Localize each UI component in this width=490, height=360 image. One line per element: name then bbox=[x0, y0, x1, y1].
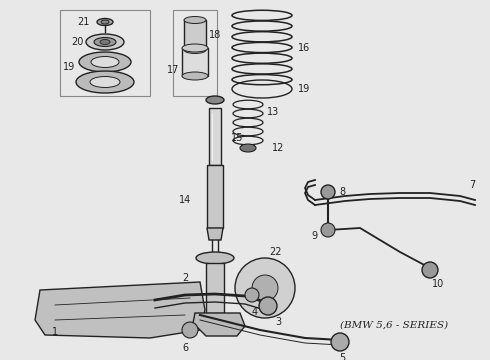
Ellipse shape bbox=[94, 37, 116, 46]
Ellipse shape bbox=[184, 17, 206, 23]
Text: 19: 19 bbox=[298, 84, 310, 94]
Text: 19: 19 bbox=[63, 62, 75, 72]
Text: 17: 17 bbox=[167, 65, 179, 75]
Text: 22: 22 bbox=[269, 247, 281, 257]
Text: 2: 2 bbox=[182, 273, 188, 283]
Bar bbox=[60, 10, 150, 96]
Text: (BMW 5,6 - SERIES): (BMW 5,6 - SERIES) bbox=[340, 320, 448, 329]
Circle shape bbox=[235, 258, 295, 318]
Text: 9: 9 bbox=[311, 231, 317, 241]
Ellipse shape bbox=[90, 77, 120, 87]
Bar bbox=[206, 263, 224, 313]
Text: 14: 14 bbox=[179, 195, 191, 205]
Ellipse shape bbox=[240, 144, 256, 152]
Polygon shape bbox=[207, 228, 223, 240]
Text: 16: 16 bbox=[298, 43, 310, 53]
Ellipse shape bbox=[206, 96, 224, 104]
Text: 13: 13 bbox=[267, 107, 279, 117]
Circle shape bbox=[252, 275, 278, 301]
Text: 3: 3 bbox=[275, 317, 281, 327]
Text: 6: 6 bbox=[182, 343, 188, 353]
Ellipse shape bbox=[100, 40, 110, 45]
Ellipse shape bbox=[91, 57, 119, 68]
Ellipse shape bbox=[196, 252, 234, 264]
Ellipse shape bbox=[182, 72, 208, 80]
Text: 15: 15 bbox=[231, 133, 243, 143]
Circle shape bbox=[182, 322, 198, 338]
Ellipse shape bbox=[97, 18, 113, 26]
Circle shape bbox=[422, 262, 438, 278]
Circle shape bbox=[321, 223, 335, 237]
Bar bbox=[173, 10, 217, 96]
Ellipse shape bbox=[184, 46, 206, 54]
Ellipse shape bbox=[182, 44, 208, 52]
Text: 4: 4 bbox=[252, 307, 258, 317]
Text: 1: 1 bbox=[52, 327, 58, 337]
Text: 11: 11 bbox=[171, 283, 183, 293]
Bar bbox=[207, 165, 223, 228]
Circle shape bbox=[321, 185, 335, 199]
Ellipse shape bbox=[101, 20, 109, 24]
Text: 7: 7 bbox=[469, 180, 475, 190]
Bar bbox=[209, 108, 221, 165]
Text: 20: 20 bbox=[71, 37, 83, 47]
Text: 5: 5 bbox=[339, 353, 345, 360]
Ellipse shape bbox=[76, 71, 134, 93]
Polygon shape bbox=[35, 282, 205, 338]
Text: 10: 10 bbox=[432, 279, 444, 289]
Circle shape bbox=[331, 333, 349, 351]
Polygon shape bbox=[193, 313, 245, 336]
Circle shape bbox=[259, 297, 277, 315]
Ellipse shape bbox=[79, 52, 131, 72]
Text: 18: 18 bbox=[209, 30, 221, 40]
Text: 12: 12 bbox=[272, 143, 284, 153]
Text: 21: 21 bbox=[77, 17, 89, 27]
Bar bbox=[184, 20, 206, 50]
Circle shape bbox=[245, 288, 259, 302]
Text: 8: 8 bbox=[339, 187, 345, 197]
Bar bbox=[182, 48, 208, 76]
Ellipse shape bbox=[86, 34, 124, 50]
